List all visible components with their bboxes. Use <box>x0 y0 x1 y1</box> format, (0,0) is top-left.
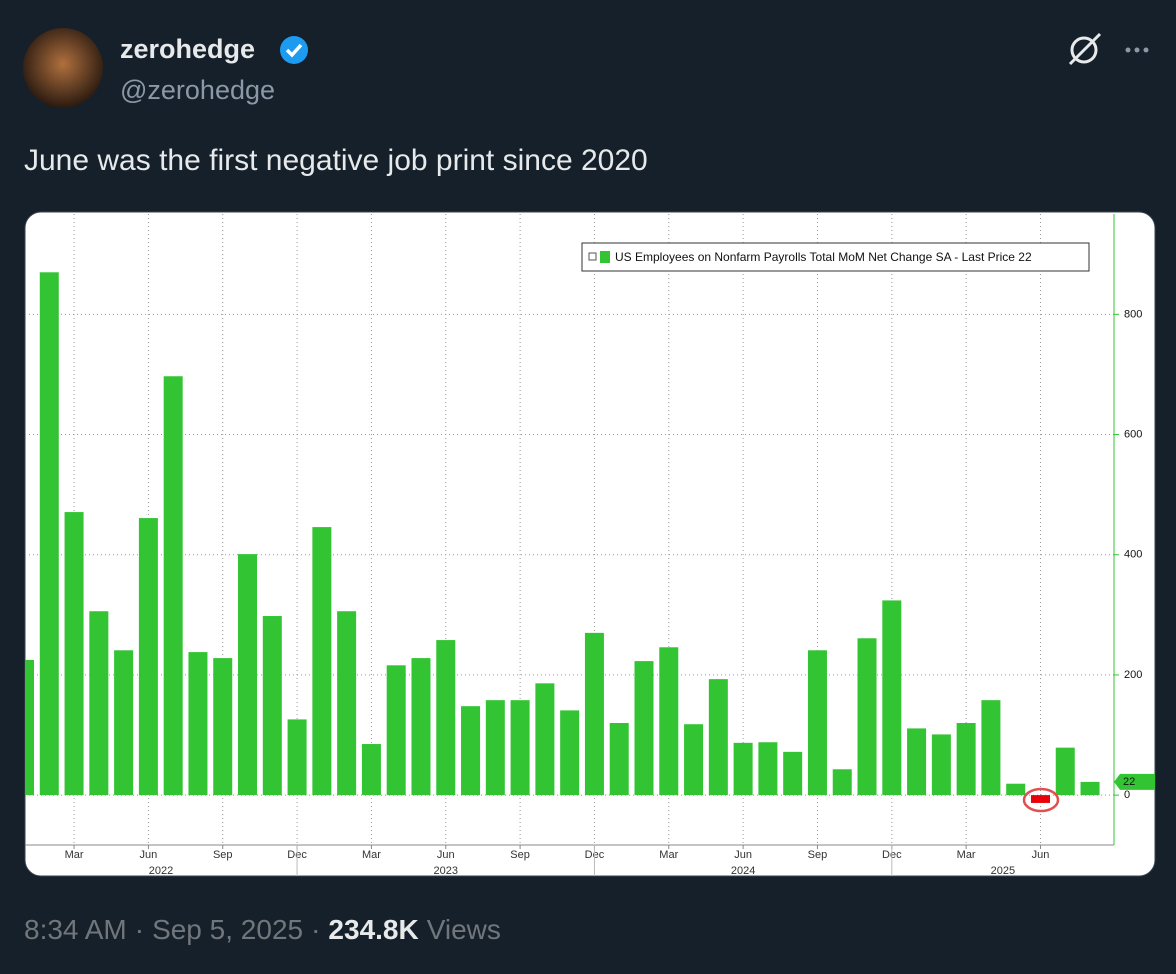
bar <box>609 723 629 796</box>
display-name[interactable]: zerohedge <box>120 34 255 64</box>
legend-label: US Employees on Nonfarm Payrolls Total M… <box>615 250 1032 264</box>
x-tick-label: Jun <box>1032 849 1050 861</box>
y-tick-label: 200 <box>1124 669 1142 681</box>
views-label: Views <box>427 914 501 945</box>
year-label: 2025 <box>991 865 1015 877</box>
x-tick-label: Jun <box>734 849 752 861</box>
bar <box>981 700 1001 796</box>
bar <box>238 554 258 796</box>
more-icon[interactable] <box>1125 47 1149 53</box>
x-tick-label: Mar <box>957 849 976 861</box>
bar <box>956 723 976 796</box>
x-tick-label: Mar <box>659 849 678 861</box>
x-tick-label: Mar <box>65 849 84 861</box>
bar <box>312 527 332 796</box>
year-label: 2022 <box>149 865 173 877</box>
y-tick-label: 0 <box>1124 789 1130 801</box>
bar <box>584 632 604 796</box>
bar <box>64 512 84 796</box>
tweet-meta: 8:34 AM · Sep 5, 2025 · 234.8K Views <box>24 914 501 945</box>
bar <box>1080 781 1100 796</box>
y-tick-label: 600 <box>1124 428 1142 440</box>
bar <box>832 769 852 796</box>
handle[interactable]: @zerohedge <box>120 75 275 105</box>
bar <box>114 650 134 796</box>
bar <box>1055 747 1075 796</box>
bar <box>1030 795 1050 803</box>
bar <box>25 659 34 796</box>
bar <box>89 611 109 796</box>
x-tick-label: Sep <box>808 849 828 861</box>
bar <box>337 611 357 796</box>
bar <box>758 742 778 796</box>
x-tick-label: Jun <box>140 849 158 861</box>
bar <box>485 700 505 796</box>
bar <box>634 661 654 796</box>
x-tick-label: Sep <box>510 849 530 861</box>
bar <box>882 600 902 796</box>
bar <box>783 751 803 796</box>
bar <box>287 719 307 796</box>
bar <box>138 518 158 796</box>
view-count: 234.8K <box>328 914 418 945</box>
x-tick-label: Sep <box>213 849 233 861</box>
bar <box>386 665 406 796</box>
bar <box>931 734 951 796</box>
bar <box>39 272 59 796</box>
y-tick-label: 400 <box>1124 549 1142 561</box>
year-label: 2024 <box>731 865 755 877</box>
grok-icon[interactable] <box>1068 32 1102 66</box>
bar <box>510 700 530 796</box>
last-price-label: 22 <box>1123 776 1135 788</box>
bar <box>461 706 481 796</box>
bar <box>163 376 183 796</box>
year-label: 2023 <box>434 865 458 877</box>
tweet-text: June was the first negative job print si… <box>24 144 648 177</box>
bar <box>213 658 233 796</box>
bar <box>535 683 555 796</box>
bar <box>857 638 877 796</box>
bar <box>411 658 431 796</box>
date[interactable]: Sep 5, 2025 <box>152 914 303 945</box>
bar <box>361 744 381 796</box>
y-tick-label: 800 <box>1124 308 1142 320</box>
x-tick-label: Jun <box>437 849 455 861</box>
last-price-tag <box>1114 773 1155 790</box>
bar <box>733 742 753 796</box>
separator: · <box>311 914 320 945</box>
bar <box>907 728 927 796</box>
time[interactable]: 8:34 AM <box>24 914 127 945</box>
highlight-circle <box>1022 787 1060 813</box>
bar <box>708 679 728 796</box>
separator: · <box>135 914 144 945</box>
plot-area <box>25 214 1114 845</box>
verified-badge <box>280 36 308 64</box>
bar <box>188 652 208 796</box>
bar <box>262 616 282 796</box>
bar <box>560 710 580 796</box>
legend: US Employees on Nonfarm Payrolls Total M… <box>581 242 1090 272</box>
bar <box>436 640 456 796</box>
bar <box>807 650 827 796</box>
bar <box>684 724 704 796</box>
bar <box>1006 783 1026 796</box>
bar <box>659 647 679 796</box>
x-tick-label: Mar <box>362 849 381 861</box>
avatar[interactable] <box>23 28 103 108</box>
